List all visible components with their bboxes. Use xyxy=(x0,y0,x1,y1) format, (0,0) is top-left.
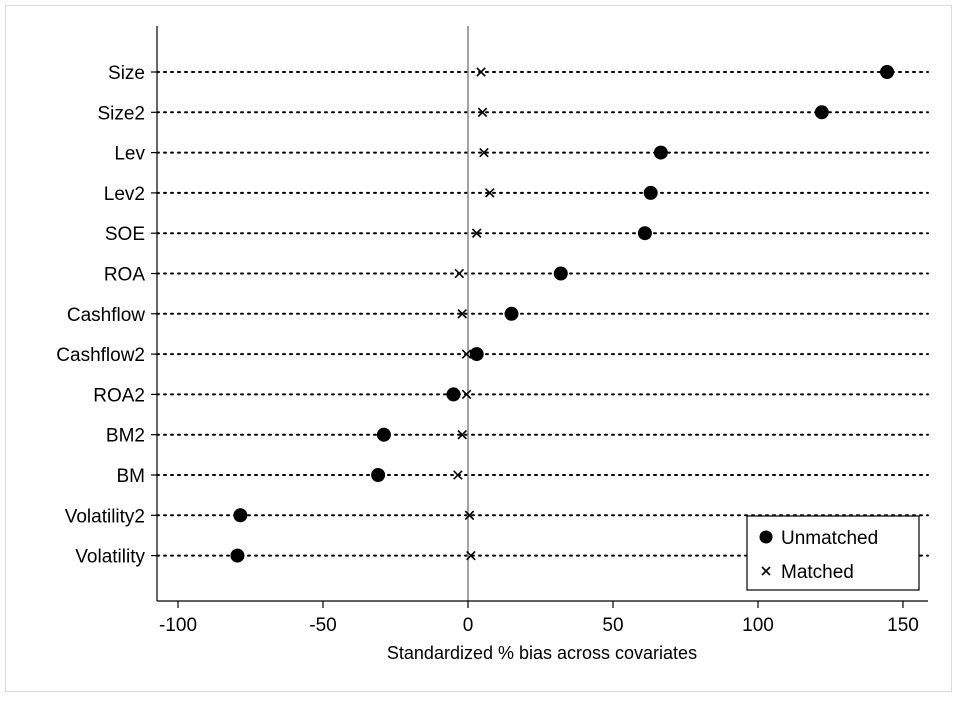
y-tick-label: Volatility2 xyxy=(65,506,145,527)
unmatched-point-cashflow xyxy=(504,306,519,321)
unmatched-point-cashflow2 xyxy=(469,347,484,362)
matched-point-soe xyxy=(471,228,482,238)
y-tick-label: Size xyxy=(108,63,145,84)
y-tick-label: Lev2 xyxy=(104,184,145,205)
unmatched-point-roa2 xyxy=(446,387,461,402)
y-tick-label: Cashflow2 xyxy=(56,345,145,366)
matched-point-size2 xyxy=(477,107,488,118)
grid-lines xyxy=(156,71,929,557)
legend-matched-label: Matched xyxy=(781,562,854,583)
y-tick-label: Cashflow xyxy=(67,305,145,326)
y-tick-label: ROA2 xyxy=(93,385,145,406)
unmatched-point-size2 xyxy=(814,105,829,120)
y-tick-label: Volatility xyxy=(75,547,145,568)
unmatched-point-soe xyxy=(637,226,652,241)
unmatched-point-volatility2 xyxy=(233,508,248,523)
unmatched-point-bm2 xyxy=(376,427,391,442)
y-tick-label: ROA xyxy=(104,265,146,286)
unmatched-point-lev xyxy=(653,145,668,160)
matched-point-volatility2 xyxy=(464,510,475,521)
x-axis-label: Standardized % bias across covariates xyxy=(387,643,697,663)
legend: Unmatched Matched xyxy=(746,515,920,591)
unmatched-point-volatility xyxy=(230,548,245,563)
legend-unmatched-marker xyxy=(759,530,773,544)
x-tick-label: 100 xyxy=(742,615,774,636)
matched-point-volatility xyxy=(466,550,476,561)
legend-box xyxy=(746,515,920,591)
matched-point-roa2 xyxy=(461,389,472,400)
x-tick-label: 50 xyxy=(602,615,623,636)
matched-point-cashflow xyxy=(457,309,467,319)
matched-point-bm xyxy=(453,470,463,480)
x-tick-label: 0 xyxy=(463,615,474,636)
matched-point-lev2 xyxy=(484,188,495,198)
x-tick-labels: -100 -50 0 50 100 150 xyxy=(159,601,919,636)
x-tick-label: -100 xyxy=(159,615,197,636)
matched-point-cashflow2 xyxy=(461,349,472,359)
unmatched-point-lev2 xyxy=(643,185,658,200)
matched-point-size xyxy=(476,67,486,77)
y-tick-label: BM xyxy=(117,466,146,487)
y-tick-label: BM2 xyxy=(106,426,145,447)
y-tick-label: SOE xyxy=(105,224,145,245)
outer-border xyxy=(5,5,952,692)
x-tick-label: 150 xyxy=(887,615,919,636)
data-marks xyxy=(230,65,895,563)
y-tick-label: Size2 xyxy=(97,103,145,124)
y-tick-label: Lev xyxy=(114,144,145,165)
unmatched-point-roa xyxy=(553,266,568,281)
x-tick-label: -50 xyxy=(309,615,336,636)
unmatched-point-bm xyxy=(371,468,386,482)
matched-point-bm2 xyxy=(457,429,467,440)
y-tick-labels: Size Size2 Lev Lev2 SOE ROA Cashflow Cashflow2 R… xyxy=(56,63,157,568)
matched-point-roa xyxy=(454,268,465,279)
legend-matched-marker xyxy=(761,566,771,576)
matched-point-lev xyxy=(479,147,489,158)
legend-unmatched-label: Unmatched xyxy=(781,528,878,549)
unmatched-point-size xyxy=(880,65,895,79)
